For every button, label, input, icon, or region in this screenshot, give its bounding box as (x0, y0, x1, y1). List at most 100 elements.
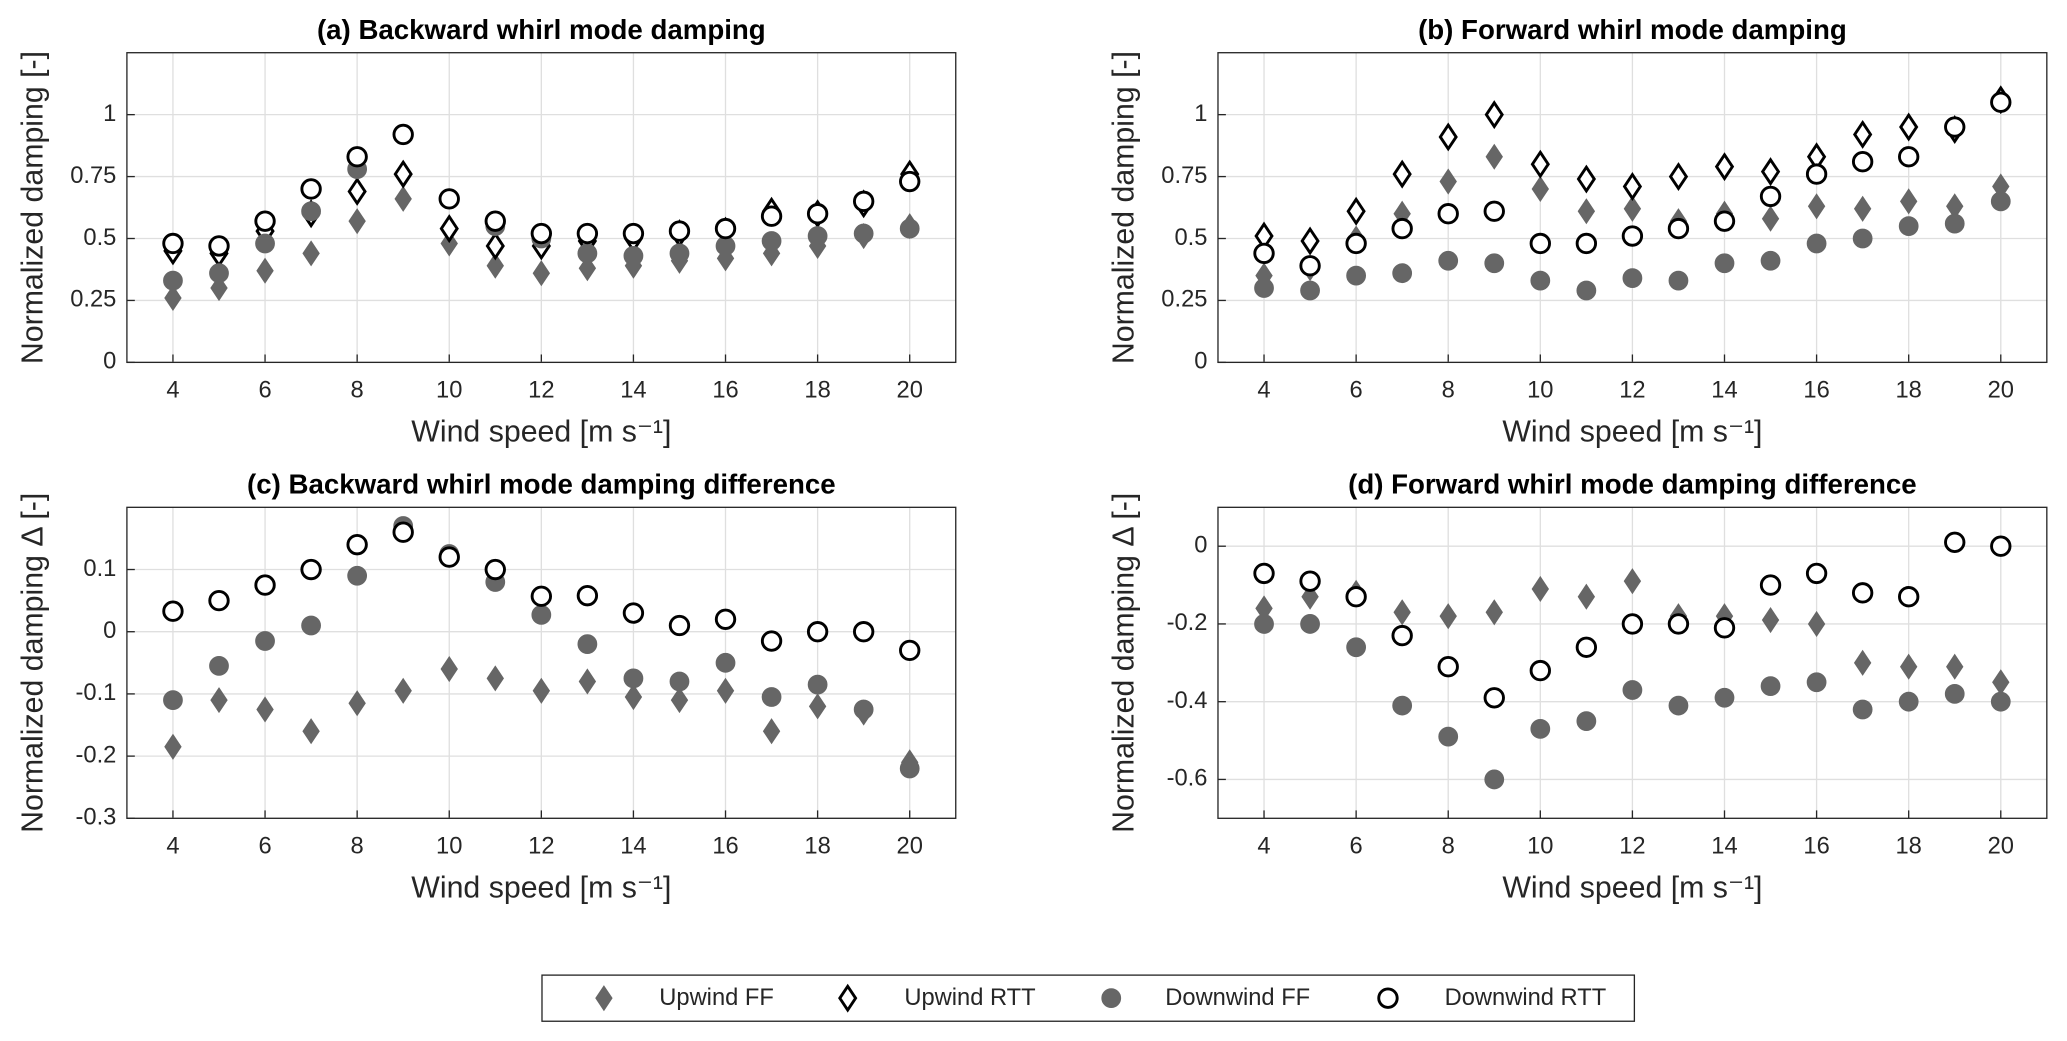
y-tick-label: 1 (1194, 101, 1207, 127)
point (440, 655, 458, 683)
point (1714, 253, 1735, 274)
x-tick-label: 18 (1895, 834, 1921, 860)
point (1484, 253, 1505, 274)
point (899, 758, 920, 779)
x-tick-label: 8 (351, 834, 364, 860)
legend-label: Upwind FF (659, 985, 774, 1011)
x-tick-label: 4 (1257, 834, 1270, 860)
point (1944, 531, 1966, 553)
legend-marker (838, 983, 858, 1013)
x-tick-label: 4 (1257, 378, 1270, 404)
point (530, 222, 553, 245)
x-tick-label: 6 (1350, 834, 1363, 860)
point (1576, 280, 1597, 301)
point (348, 690, 366, 717)
point (715, 652, 736, 673)
point (1485, 599, 1503, 626)
point (485, 231, 505, 261)
point (254, 574, 276, 596)
point (1805, 163, 1828, 185)
x-tick-label: 18 (804, 834, 830, 860)
point (347, 565, 368, 586)
point (346, 533, 368, 556)
point (1531, 175, 1550, 203)
point (623, 245, 644, 266)
point (1898, 216, 1919, 237)
point (301, 201, 321, 222)
point (1530, 270, 1551, 291)
subplot: 4 6 8 10 12 14 16 18 20 0 0.25 0.5 0.75 1 (b) Forward … (1108, 14, 2048, 449)
y-tick-label: 0.25 (70, 287, 116, 313)
point (622, 602, 645, 624)
x-tick-label: 10 (1527, 378, 1553, 404)
point (1392, 695, 1413, 716)
y-tick-label: 0.25 (1161, 287, 1207, 313)
point (1300, 280, 1320, 301)
subplot: 4 6 8 10 12 14 16 18 20 0 0.25 0.5 0.75 1 (a) Backward… (17, 14, 957, 449)
point (1254, 278, 1274, 298)
point (1852, 699, 1873, 720)
y-tick-label: -0.3 (76, 805, 117, 831)
point (1853, 649, 1872, 676)
point (1990, 91, 2012, 113)
chart-title: (b) Forward whirl mode damping (1418, 14, 1847, 45)
point (1760, 676, 1781, 697)
point (1254, 614, 1274, 634)
series (162, 521, 921, 662)
x-axis-label: Wind speed [m s⁻¹] (411, 871, 671, 904)
point (1899, 188, 1918, 215)
y-tick-label: 0.5 (1174, 225, 1207, 251)
point (1623, 568, 1642, 595)
point (1944, 684, 1965, 704)
point (899, 170, 921, 193)
x-tick-label: 18 (804, 378, 830, 404)
point (715, 236, 736, 256)
x-tick-label: 14 (620, 378, 646, 404)
point (669, 243, 690, 264)
point (1714, 687, 1735, 708)
point (300, 558, 322, 581)
series (1254, 191, 2011, 301)
point (1438, 726, 1459, 747)
y-tick-label: -0.4 (1167, 688, 1208, 714)
point (1576, 164, 1597, 194)
y-axis-label: Normalized damping [-] (1108, 51, 1141, 364)
chart-title: (c) Backward whirl mode damping differen… (247, 469, 836, 500)
series (1254, 614, 2011, 790)
y-axis-label: Normalized damping Δ [-] (1108, 493, 1141, 833)
point (1622, 268, 1643, 289)
point (208, 589, 230, 612)
point (1621, 225, 1644, 247)
point (484, 558, 506, 581)
point (1760, 250, 1781, 271)
point (623, 668, 644, 689)
point (806, 621, 829, 643)
point (1759, 574, 1782, 596)
point (438, 188, 460, 210)
x-tick-label: 8 (1442, 834, 1455, 860)
subplot: 4 6 8 10 12 14 16 18 20 -0.6 -0.4 -0.2 0 (d) Forward … (1108, 469, 2048, 904)
point (255, 233, 275, 254)
point (1944, 213, 1965, 234)
point (1668, 270, 1689, 291)
point (162, 232, 184, 255)
point (1852, 228, 1873, 249)
point (302, 240, 320, 267)
point (807, 226, 828, 246)
point (852, 621, 875, 643)
point (302, 718, 320, 745)
x-tick-label: 10 (436, 378, 462, 404)
point (1576, 711, 1597, 732)
x-tick-label: 18 (1895, 378, 1921, 404)
x-tick-label: 20 (1988, 378, 2014, 404)
y-tick-label: 0.75 (70, 163, 116, 189)
point (1529, 232, 1551, 255)
point (852, 190, 875, 213)
point (1393, 599, 1411, 626)
point (1668, 695, 1689, 716)
point (1529, 659, 1551, 682)
point (622, 222, 645, 245)
point (1806, 233, 1827, 254)
point (1898, 586, 1920, 608)
